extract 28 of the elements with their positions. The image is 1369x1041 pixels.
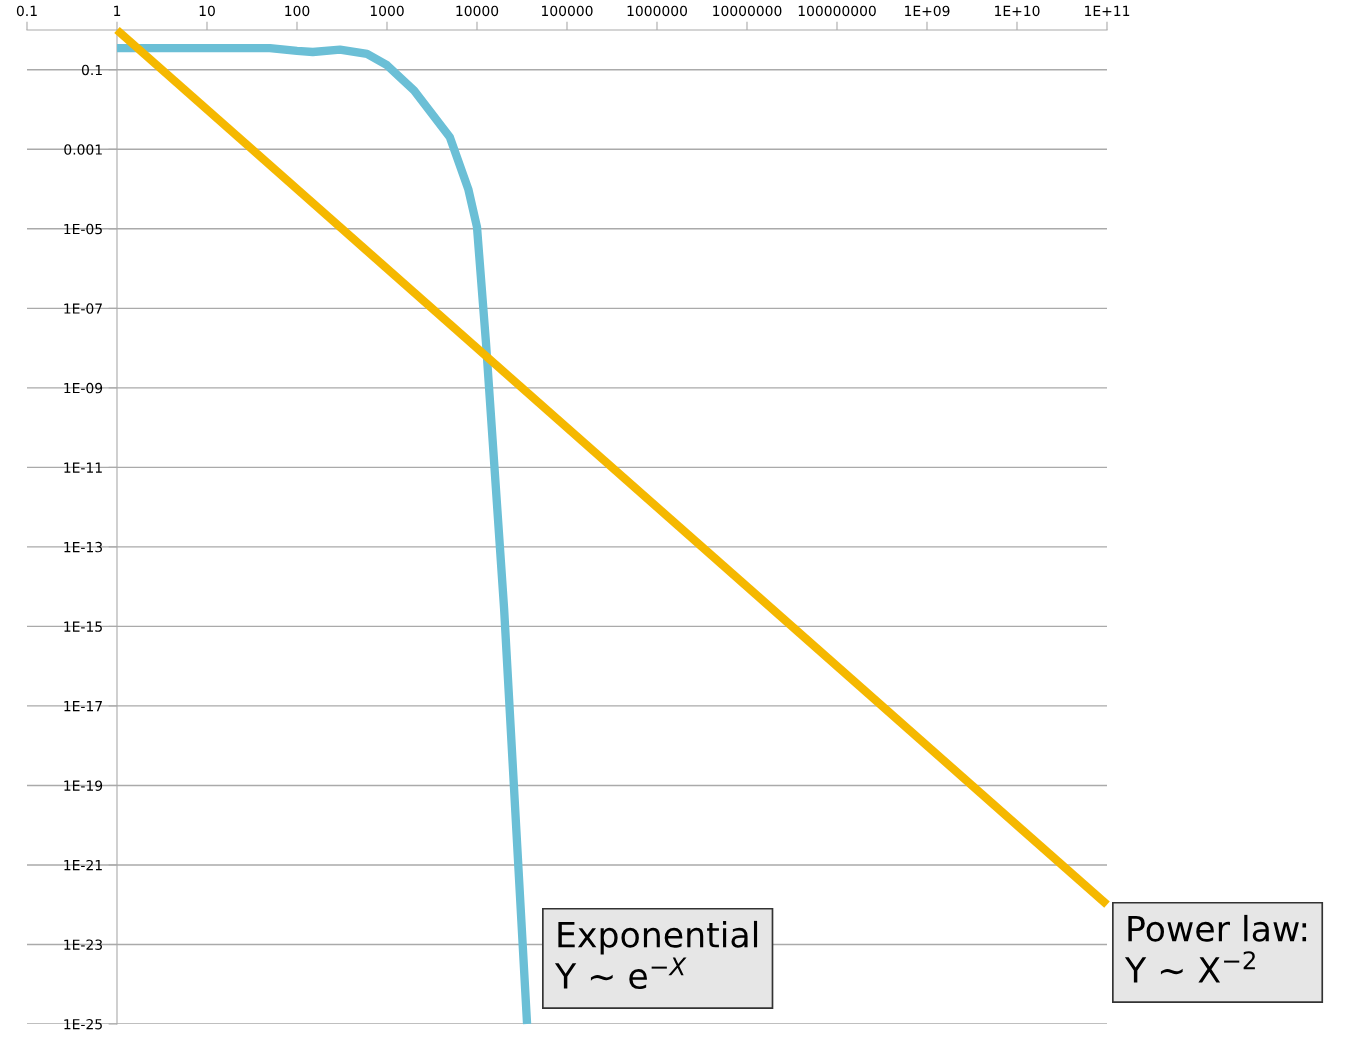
y-tick-label: 1E-15 xyxy=(64,621,102,632)
y-tick-label: 1E-07 xyxy=(64,303,102,314)
y-tick-label: 0.001 xyxy=(64,144,102,155)
x-tick-label: 1 xyxy=(114,5,121,16)
x-tick-label: 10000 xyxy=(456,5,499,17)
y-tick-label: 1E-17 xyxy=(64,701,102,712)
x-tick-label: 1E+11 xyxy=(1085,5,1130,16)
y-tick-label: 1E-09 xyxy=(64,382,103,394)
annotation: Exponential Y ~ e$^{−X}$ xyxy=(554,920,758,990)
y-tick-label: 1E-23 xyxy=(64,939,102,950)
x-tick-label: 100 xyxy=(285,5,310,17)
x-tick-label: 1000000 xyxy=(627,5,687,17)
x-tick-label: 10000000 xyxy=(713,5,782,17)
y-tick-label: 1E-05 xyxy=(64,223,102,235)
x-tick-label: 1000 xyxy=(370,5,404,17)
y-tick-label: 0.1 xyxy=(81,64,102,76)
x-tick-label: 100000000 xyxy=(798,5,876,17)
y-tick-label: 1E-25 xyxy=(64,1018,102,1030)
y-tick-label: 1E-21 xyxy=(64,859,102,871)
x-tick-label: 100000 xyxy=(542,5,593,17)
y-tick-label: 1E-13 xyxy=(64,541,102,553)
text: Power law: Y ~ X$^{−2}$ xyxy=(1124,914,1307,983)
y-tick-label: 1E-19 xyxy=(64,780,103,791)
x-tick-label: 0.1 xyxy=(16,5,37,17)
y-tick-label: 1E-11 xyxy=(64,462,102,473)
x-tick-label: 1E+10 xyxy=(995,5,1040,17)
x-tick-label: 10 xyxy=(199,5,215,17)
x-tick-label: 1E+09 xyxy=(905,5,950,17)
